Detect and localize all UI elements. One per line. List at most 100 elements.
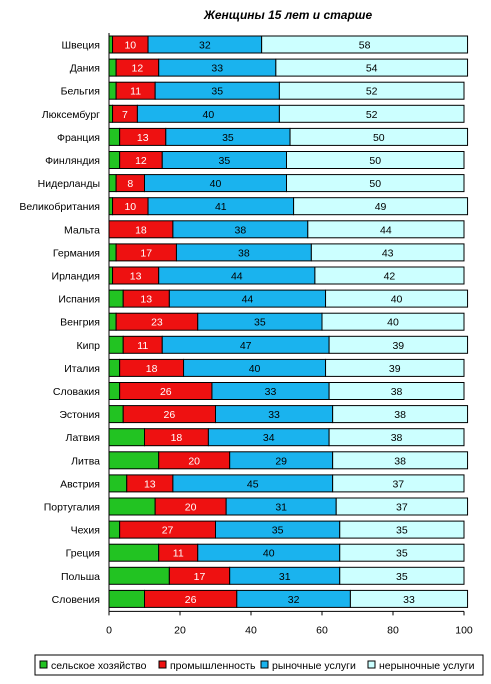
bar-segment	[108, 151, 121, 169]
data-label: 39	[392, 340, 404, 352]
bar-segment	[325, 358, 465, 377]
bar-segment	[339, 543, 465, 562]
data-label: 17	[140, 247, 152, 259]
data-label: 34	[263, 432, 275, 444]
bars-area: 10 32 58 12 33 54 11 35 52 7 40 52 13 35 50 12 35 50 8 40 50…	[108, 35, 469, 608]
data-label: 52	[366, 86, 378, 98]
legend: сельское хозяйство промышленность рыночные…	[34, 654, 484, 676]
bar-segment	[108, 335, 124, 354]
data-label: 54	[366, 63, 378, 75]
bar-segment	[332, 451, 469, 470]
data-label: 40	[249, 363, 261, 375]
data-label: 20	[188, 455, 200, 467]
category-label: Кипр	[76, 340, 100, 352]
bar-segment	[332, 405, 469, 424]
bar-segment	[108, 566, 170, 585]
bar-segment	[307, 220, 465, 239]
legend-label: рыночные услуги	[272, 660, 356, 672]
data-label: 41	[215, 201, 227, 213]
data-label: 31	[279, 571, 291, 583]
data-label: 38	[235, 224, 247, 236]
data-label: 50	[369, 155, 381, 167]
data-label: 32	[199, 40, 211, 52]
category-label: Литва	[71, 455, 100, 467]
bar-segment	[108, 81, 117, 100]
data-label: 18	[135, 224, 147, 236]
bar-segment	[293, 197, 469, 216]
data-label: 29	[275, 455, 287, 467]
category-label: Италия	[64, 363, 100, 375]
data-label: 26	[160, 386, 172, 398]
data-label: 37	[396, 502, 408, 514]
data-label: 40	[210, 178, 222, 190]
data-label: 38	[391, 386, 403, 398]
data-label: 23	[151, 317, 163, 329]
x-tick-label: 40	[245, 624, 257, 636]
data-label: 12	[135, 155, 147, 167]
bar-segment	[286, 174, 465, 193]
bar-segment	[108, 451, 160, 470]
data-label: 40	[391, 294, 403, 306]
bar-segment	[108, 35, 114, 54]
category-label: Нидерланды	[38, 178, 100, 190]
data-label: 37	[392, 478, 404, 490]
category-label: Великобритания	[19, 201, 100, 213]
data-label: 13	[140, 294, 152, 306]
category-label: Польша	[61, 571, 100, 583]
data-label: 35	[219, 155, 231, 167]
bar-segment	[349, 589, 469, 608]
bar-segment	[339, 566, 465, 585]
bar-segment	[328, 382, 465, 400]
data-label: 40	[387, 317, 399, 329]
data-label: 7	[122, 109, 128, 121]
bar-segment	[289, 127, 469, 146]
legend-label: сельское хозяйство	[51, 660, 147, 672]
bar-segment	[278, 81, 465, 100]
bar-segment	[286, 151, 465, 169]
data-label: 27	[162, 525, 174, 537]
bar-segment	[278, 104, 465, 123]
bar-segment	[332, 474, 465, 493]
bar-segment	[108, 58, 117, 77]
data-label: 38	[391, 432, 403, 444]
category-label: Латвия	[66, 432, 100, 444]
bar-segment	[108, 266, 114, 285]
data-label: 35	[222, 132, 234, 144]
data-label: 42	[384, 271, 396, 283]
category-label: Словения	[52, 594, 100, 606]
category-label: Австрия	[60, 478, 100, 490]
bar-segment	[108, 197, 114, 216]
bar-segment	[108, 312, 117, 331]
data-label: 11	[137, 340, 148, 352]
bar-segment	[108, 358, 121, 377]
legend-label: нерыночные услуги	[379, 660, 475, 672]
category-label: Германия	[53, 247, 100, 259]
category-label: Люксембург	[42, 109, 100, 121]
bar-segment	[108, 589, 145, 608]
category-label: Финляндия	[45, 155, 100, 167]
data-label: 39	[389, 363, 401, 375]
data-label: 43	[382, 247, 394, 259]
legend-swatch	[158, 660, 167, 669]
category-label: Эстония	[59, 409, 100, 421]
category-label: Венгрия	[60, 317, 100, 329]
x-tick-label: 100	[455, 624, 473, 636]
category-label: Греция	[66, 548, 100, 560]
data-label: 13	[144, 478, 156, 490]
x-tick-label: 0	[106, 624, 112, 636]
category-label: Чехия	[71, 525, 100, 537]
data-label: 50	[373, 132, 385, 144]
legend-swatch	[39, 660, 48, 669]
data-label: 18	[146, 363, 158, 375]
data-label: 35	[396, 548, 408, 560]
data-label: 18	[171, 432, 183, 444]
bar-segment	[275, 58, 469, 77]
x-tick-label: 20	[174, 624, 186, 636]
data-label: 20	[185, 502, 197, 514]
category-label: Швеция	[62, 40, 101, 52]
bar-segment	[108, 104, 114, 123]
data-label: 40	[203, 109, 215, 121]
bar-segment	[328, 428, 465, 447]
bar-segment	[314, 266, 465, 285]
